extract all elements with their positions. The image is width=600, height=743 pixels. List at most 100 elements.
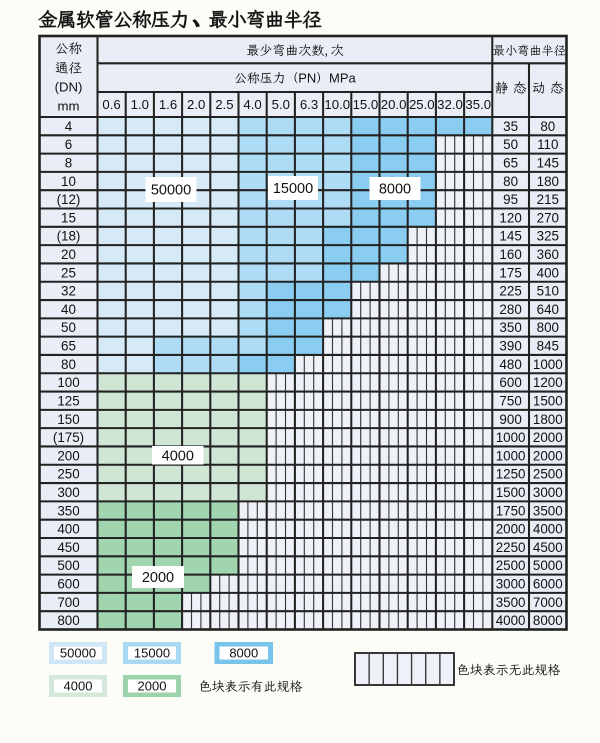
svg-text:2000: 2000: [533, 448, 563, 463]
svg-text:1.6: 1.6: [159, 97, 177, 112]
svg-text:35: 35: [503, 119, 518, 134]
svg-text:15000: 15000: [134, 646, 170, 661]
svg-text:640: 640: [537, 302, 559, 317]
svg-text:3000: 3000: [496, 577, 526, 592]
svg-text:(12): (12): [57, 192, 81, 207]
svg-text:800: 800: [57, 613, 79, 628]
svg-text:3500: 3500: [533, 503, 563, 518]
svg-text:8000: 8000: [533, 613, 563, 628]
svg-text:5000: 5000: [533, 558, 563, 573]
svg-text:1250: 1250: [496, 467, 526, 482]
svg-text:80: 80: [540, 119, 555, 134]
svg-text:6: 6: [65, 137, 72, 152]
svg-text:5.0: 5.0: [272, 97, 290, 112]
svg-text:,: ,: [324, 42, 328, 58]
svg-text:600: 600: [499, 375, 521, 390]
svg-text:15.0: 15.0: [353, 97, 379, 112]
svg-text:600: 600: [57, 577, 79, 592]
svg-text:20: 20: [61, 247, 76, 262]
svg-text:300: 300: [57, 485, 79, 500]
svg-text:845: 845: [537, 339, 559, 354]
svg-text:65: 65: [503, 156, 518, 171]
svg-text:500: 500: [57, 558, 79, 573]
svg-text:270: 270: [537, 210, 559, 225]
svg-text:2500: 2500: [496, 558, 526, 573]
svg-text:0.6: 0.6: [102, 97, 120, 112]
svg-text:350: 350: [57, 503, 79, 518]
svg-text:175: 175: [499, 265, 521, 280]
svg-text:1000: 1000: [496, 448, 526, 463]
svg-text:MPa: MPa: [329, 70, 357, 85]
svg-text:25: 25: [61, 265, 76, 280]
svg-text:35.0: 35.0: [465, 97, 491, 112]
svg-text:50000: 50000: [60, 646, 96, 661]
svg-text:15: 15: [61, 210, 76, 225]
svg-text:40: 40: [61, 302, 76, 317]
svg-text:20.0: 20.0: [381, 97, 407, 112]
svg-text:2500: 2500: [533, 467, 563, 482]
svg-text:2000: 2000: [138, 679, 167, 694]
svg-text:25.0: 25.0: [409, 97, 435, 112]
svg-text:PN: PN: [298, 70, 316, 85]
svg-text:125: 125: [57, 394, 79, 409]
svg-text:800: 800: [537, 320, 559, 335]
svg-text:(175): (175): [53, 430, 84, 445]
svg-text:700: 700: [57, 595, 79, 610]
svg-text:65: 65: [61, 339, 76, 354]
svg-text:6.3: 6.3: [300, 97, 318, 112]
svg-text:1500: 1500: [533, 394, 563, 409]
svg-text:1750: 1750: [496, 503, 526, 518]
svg-text:4000: 4000: [496, 613, 526, 628]
svg-text:120: 120: [499, 210, 521, 225]
svg-text:145: 145: [537, 156, 559, 171]
svg-text:(DN): (DN): [55, 80, 83, 95]
svg-text:32.0: 32.0: [437, 97, 463, 112]
svg-text:50000: 50000: [151, 183, 191, 199]
svg-text:1800: 1800: [533, 412, 563, 427]
svg-text:400: 400: [57, 522, 79, 537]
svg-text:100: 100: [57, 375, 79, 390]
svg-text:2000: 2000: [142, 570, 174, 586]
svg-text:10: 10: [61, 174, 76, 189]
svg-text:6000: 6000: [533, 577, 563, 592]
svg-text:200: 200: [57, 448, 79, 463]
svg-text:280: 280: [499, 302, 521, 317]
svg-text:4000: 4000: [64, 679, 93, 694]
svg-text:1000: 1000: [496, 430, 526, 445]
svg-text:150: 150: [57, 412, 79, 427]
svg-text:400: 400: [537, 265, 559, 280]
svg-text:50: 50: [503, 137, 518, 152]
svg-text:7000: 7000: [533, 595, 563, 610]
svg-text:1.0: 1.0: [131, 97, 149, 112]
svg-text:3500: 3500: [496, 595, 526, 610]
svg-text:450: 450: [57, 540, 79, 555]
svg-text:145: 145: [499, 229, 521, 244]
svg-text:2250: 2250: [496, 540, 526, 555]
svg-text:8000: 8000: [229, 646, 258, 661]
svg-text:110: 110: [537, 137, 558, 152]
svg-text:8: 8: [65, 156, 72, 171]
svg-text:10.0: 10.0: [324, 97, 350, 112]
svg-text:mm: mm: [58, 99, 80, 114]
svg-text:80: 80: [503, 174, 518, 189]
svg-text:360: 360: [537, 247, 559, 262]
svg-text:180: 180: [537, 174, 559, 189]
svg-text:4500: 4500: [533, 540, 563, 555]
svg-text:50: 50: [61, 320, 76, 335]
svg-text:350: 350: [499, 320, 521, 335]
svg-text:215: 215: [537, 192, 559, 207]
svg-text:900: 900: [499, 412, 521, 427]
svg-text:325: 325: [537, 229, 559, 244]
svg-text:2.5: 2.5: [215, 97, 233, 112]
svg-text:15000: 15000: [273, 181, 313, 197]
svg-text:390: 390: [499, 339, 521, 354]
svg-text:1000: 1000: [533, 357, 563, 372]
svg-text:510: 510: [537, 284, 559, 299]
svg-text:4.0: 4.0: [243, 97, 261, 112]
svg-text:2.0: 2.0: [187, 97, 205, 112]
svg-text:32: 32: [61, 284, 76, 299]
svg-text:(18): (18): [57, 229, 81, 244]
svg-text:160: 160: [499, 247, 521, 262]
svg-text:3000: 3000: [533, 485, 563, 500]
svg-text:250: 250: [57, 467, 79, 482]
